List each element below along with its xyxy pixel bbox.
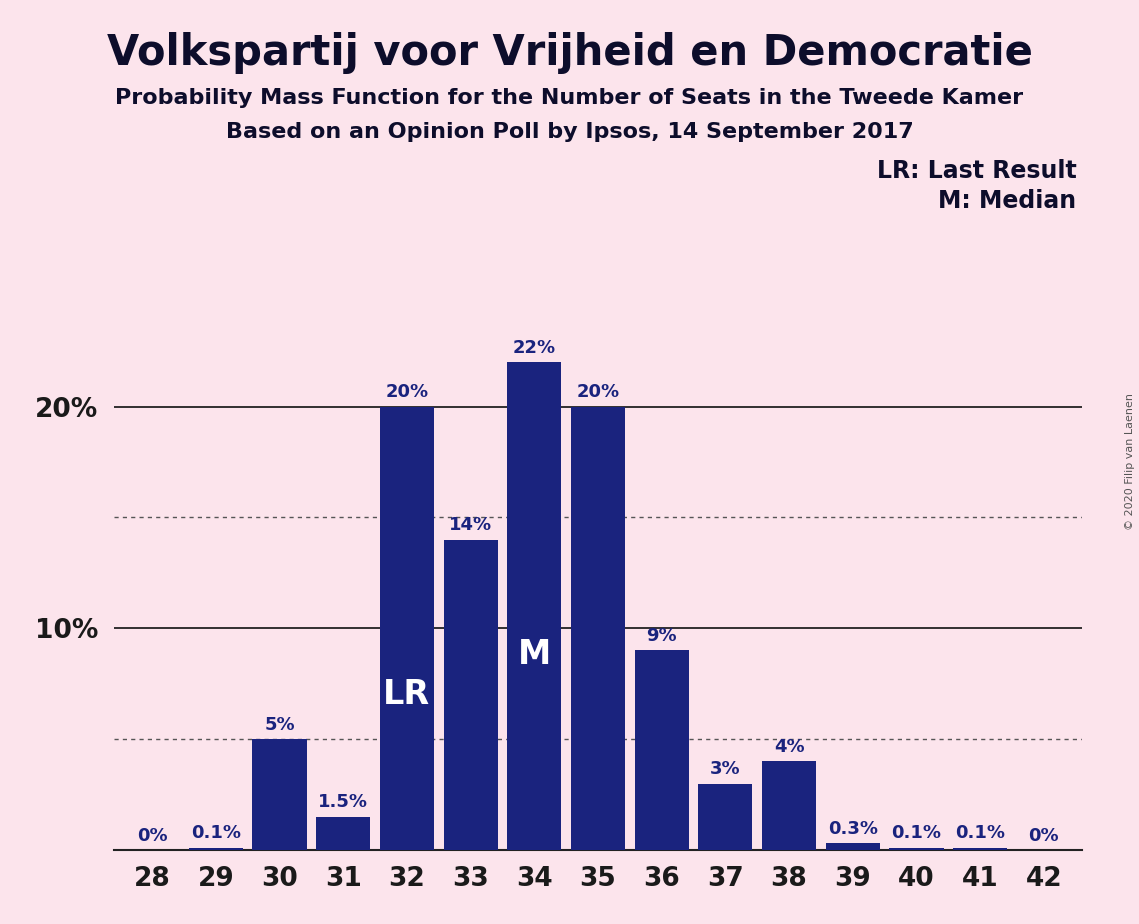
Bar xyxy=(507,362,562,850)
Bar xyxy=(890,848,943,850)
Text: 0.3%: 0.3% xyxy=(828,820,878,838)
Bar xyxy=(253,739,306,850)
Text: 9%: 9% xyxy=(646,627,677,645)
Bar xyxy=(571,407,625,850)
Bar xyxy=(379,407,434,850)
Text: © 2020 Filip van Laenen: © 2020 Filip van Laenen xyxy=(1125,394,1134,530)
Text: Based on an Opinion Poll by Ipsos, 14 September 2017: Based on an Opinion Poll by Ipsos, 14 Se… xyxy=(226,122,913,142)
Bar xyxy=(189,848,243,850)
Text: 20%: 20% xyxy=(576,383,620,401)
Text: LR: Last Result: LR: Last Result xyxy=(877,159,1076,183)
Text: 0%: 0% xyxy=(1029,827,1059,845)
Bar xyxy=(443,540,498,850)
Bar xyxy=(698,784,753,850)
Text: 3%: 3% xyxy=(710,760,740,778)
Bar xyxy=(317,817,370,850)
Text: 0.1%: 0.1% xyxy=(892,824,942,843)
Bar xyxy=(953,848,1007,850)
Text: 0.1%: 0.1% xyxy=(191,824,240,843)
Text: Probability Mass Function for the Number of Seats in the Tweede Kamer: Probability Mass Function for the Number… xyxy=(115,88,1024,108)
Bar xyxy=(826,844,879,850)
Text: M: M xyxy=(517,638,551,672)
Text: 5%: 5% xyxy=(264,716,295,734)
Text: 20%: 20% xyxy=(385,383,428,401)
Text: 1.5%: 1.5% xyxy=(318,794,368,811)
Bar xyxy=(634,650,689,850)
Text: 0.1%: 0.1% xyxy=(956,824,1005,843)
Text: 14%: 14% xyxy=(449,517,492,534)
Text: Volkspartij voor Vrijheid en Democratie: Volkspartij voor Vrijheid en Democratie xyxy=(107,32,1032,74)
Text: LR: LR xyxy=(384,678,431,711)
Text: 22%: 22% xyxy=(513,339,556,357)
Bar xyxy=(762,761,817,850)
Text: 0%: 0% xyxy=(137,827,167,845)
Text: 4%: 4% xyxy=(773,738,804,756)
Text: M: Median: M: Median xyxy=(939,189,1076,213)
